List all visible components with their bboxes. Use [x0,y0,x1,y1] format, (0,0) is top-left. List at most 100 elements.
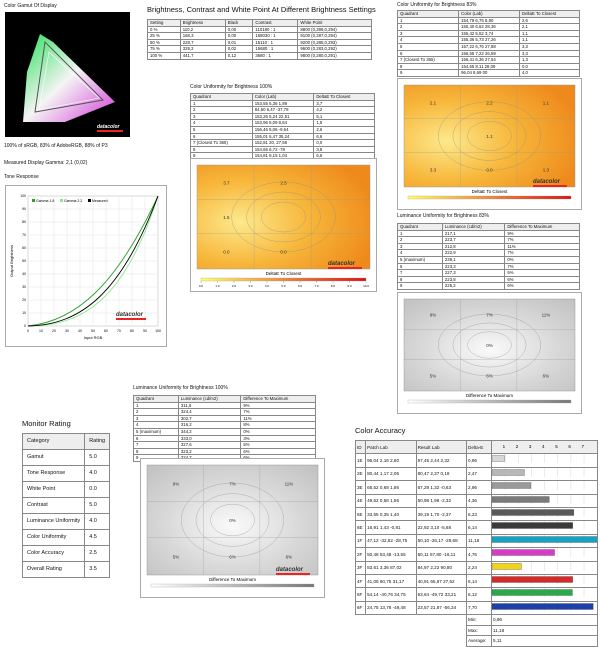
cell: 6,12 [466,587,492,602]
cell: 4 [396,36,460,44]
cell: 47,12 -32,62 -28,75 [365,533,417,549]
cell: 7% [504,262,580,271]
row: 5 (maximum) 344,2 0% [133,427,316,436]
row: 3 155,42 5,52 3,74 1,1 [396,29,581,38]
cell: 441,7 [179,51,226,60]
lum83-table-wrap: Quadrant Luminance (cd/m2) Difference To M… [397,223,580,290]
bar-area [491,575,585,585]
header-cell: Brightness [179,19,226,27]
cell: Tone Response [21,465,86,482]
scale-tick-label: 2 [516,444,519,449]
cell: 5 (maximum) [133,427,179,436]
cell: 2 [190,106,253,114]
lum100-heatmap: 9% 7% 11% 0% 5% 6% 6% Difference To Maximum data… [140,458,325,598]
cell: 7,70 [466,600,492,616]
heat-label: 5% [173,554,180,559]
cell: 84,50 6,47 -37,78 [251,106,315,114]
x-axis-label: Input RGB [84,335,103,340]
x-tick-label: 20 [52,329,56,333]
bar-cell [491,560,598,576]
heatmap-area [403,84,576,188]
legend-label: Measured [92,199,108,203]
heat-label: 5% [430,373,437,378]
row: 5 157,22 6,76 27,88 3,3 [396,42,581,51]
y-tick-label: 60 [22,246,26,250]
cell: 80,47 2,37 0,19 [415,466,468,482]
brand: datacolor [116,312,144,318]
table: Category Rating Gamut 5.0 Tone Response 4.0 Wh… [21,433,111,578]
row: Color Accuracy 2.5 [21,545,111,562]
cell: 3% [240,434,316,443]
bar-cell [491,574,598,589]
cu100-table-wrap: Quadrant Color (Lab) DeltaE To Closest 1 153… [190,93,375,160]
cell: 7% [504,249,580,257]
cell: 3,7 [313,99,375,108]
scale: 1 2 3 4 5 6 7 [503,444,585,449]
row: 3F 83,61 3,36 87,02 84,97 2,22 90,80 2,24 [354,560,598,576]
heat-label: 0.0 [486,168,493,173]
bar-area [491,467,585,477]
cell: 5% [240,441,316,449]
cu100-heatmap: 3.7 2.5 1.5 0.0 0.0 DeltaE To Closest 0.0 1.0 2.… [190,158,377,292]
brand-bar [276,573,310,575]
bar [491,563,522,570]
y-tick-label: 40 [22,272,26,276]
scale-tick-label: 10.0 [363,284,369,288]
contour [261,201,306,233]
cell: 53,64 -49,72 33,21 [415,587,468,602]
table: Quadrant Luminance (cd/m2) Difference To M… [397,223,580,290]
row: 8 154,65 8,11 28,09 0,0 [396,62,581,71]
row: 1 153,55 5,36 1,89 3,7 [190,99,375,108]
cell: 8800 (0,289,0,294) [297,25,372,34]
bar-cell [491,520,598,535]
cell: 0,96 [466,453,492,468]
summary-value: 0,96 [491,614,598,626]
header-cell: Quadrant [133,395,179,403]
cell: 9800 (0,280,0,291) [297,51,372,60]
row: 7 227,3 5% [397,269,580,277]
cell: 9 [396,69,460,77]
scale-bar [407,195,572,200]
cell: 9 [397,282,443,290]
cell: 5F [354,587,367,602]
bar [491,549,555,556]
cell: 2,47 [466,466,492,482]
scale-tick-label: 0.0 [199,284,204,288]
cell: 9100 (0,287,0,294) [297,32,372,40]
row: 6 155,01 6,47 35,24 6,6 [190,132,375,141]
cell: 223,3 [441,262,506,271]
brand: datacolor [97,124,121,130]
row: 25 % 168,3 0,00 168030 : 1 9100 (0,287,0,294… [147,32,372,40]
cell: 11% [504,242,580,251]
cell: 65,52 0,69 1,86 [365,480,417,495]
row: 2 150,40 6,62 28,36 2,1 [396,23,581,31]
cell: 96,04 2,16 2,60 [365,453,417,468]
cell: 6 [133,434,179,443]
cell: 50,11 57,80 -16,11 [415,547,468,562]
cell: 2 [133,408,179,416]
cell: 2,1 [518,23,581,31]
cell: 212,8 [441,242,506,251]
cell: 0.0 [84,481,111,498]
cell: 1F [354,533,367,549]
cell [356,625,467,635]
cell: 97,45 2,44 2,32 [415,453,468,468]
contour [246,191,321,243]
heat-label: 9% [173,482,180,487]
cell: 54,14 -40,76 34,75 [365,587,417,602]
row: 5E 33,55 0,35 1,40 39,19 1,70 -2,37 6,23 [354,507,598,522]
cell: 324,4 [177,408,242,416]
cell: 0,01 [224,38,254,47]
cell: 223,7 [441,236,506,244]
bar-area [491,534,600,544]
cell: 225,2 [441,282,506,290]
cell: 4 [397,249,443,257]
scale-bar [200,277,367,282]
scale-header: 1 2 3 4 5 6 7 [491,439,598,455]
x-tick-label: 100 [155,329,161,333]
cu100-title: Color Uniformity for Brightness 100% [190,84,273,90]
row: 8 323,2 6% [133,447,316,456]
header-cell: Quadrant [397,223,443,231]
summary-label: Average: [466,635,492,647]
heatmap-area [146,464,319,576]
